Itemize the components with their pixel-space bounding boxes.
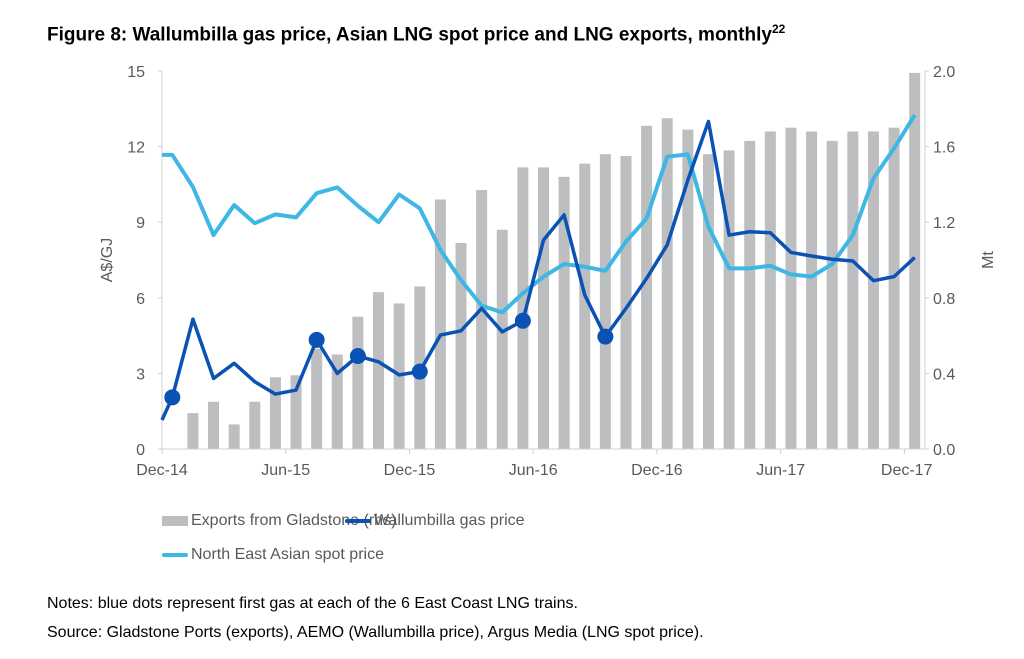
bar-exports-Nov-17 [888,127,900,449]
bar-exports-Jul-17 [806,131,818,450]
bar-exports-Oct-15 [373,292,385,449]
right-tick-label: 0.4 [933,366,955,383]
legend-swatch-exports [162,516,188,526]
bar-exports-Feb-16 [455,242,467,449]
left-tick-label: 3 [136,366,145,383]
right-tick-label: 1.6 [933,140,955,157]
right-tick-label: 2.0 [933,64,955,81]
legend-item-asian-spot: North East Asian spot price [162,546,384,564]
left-tick-label: 9 [136,215,145,232]
right-tick-label: 1.2 [933,215,955,232]
bar-exports-Jun-16 [538,167,549,449]
bar-exports-May-15 [269,377,281,449]
first-gas-dot-Dec-15 [411,363,428,380]
x-tick-label: Jun-16 [509,462,558,479]
first-gas-dot-May-16 [514,312,531,329]
left-axis-title: A$/GJ [99,238,116,282]
bar-exports-Jun-15 [290,375,302,449]
legend-label-wallumbilla: Wallumbilla gas price [374,512,525,529]
bar-exports-Feb-17 [702,154,714,449]
bar-exports-Aug-17 [826,140,838,449]
legend-label-exports: Exports from Gladstone (rhs) [191,512,397,529]
bar-exports-Jun-17 [785,127,797,449]
chart-title: Figure 8: Wallumbilla gas price, Asian L… [47,22,786,46]
source-text: Source: Gladstone Ports (exports), AEMO … [47,624,704,641]
bar-exports-Jul-15 [311,348,323,449]
bar-exports-Aug-16 [579,163,591,450]
bar-exports-Mar-17 [723,150,735,449]
right-tick-label: 0.8 [933,291,955,308]
first-gas-dot-Sep-16 [597,328,614,345]
bar-exports-May-16 [517,167,529,449]
bar-exports-Oct-17 [867,131,879,450]
legend-swatch-asian-spot [162,553,188,557]
chart: 0 3 6 9 12 15 0.0 0.4 0.8 1.2 1.6 2.0 Dec-14 Jun-15 De… [99,64,997,479]
bar-exports-Jul-16 [558,176,570,449]
bar-exports-Dec-17 [909,72,921,449]
line-wallumbilla [160,119,916,421]
legend-label-asian-spot: North East Asian spot price [191,546,384,563]
bar-exports-Nov-16 [641,125,653,449]
left-tick-label: 0 [136,442,145,459]
bar-exports-Oct-16 [620,156,632,450]
x-tick-label: Dec-15 [384,462,436,479]
bar-exports-Sep-16 [599,154,611,449]
right-tick-label: 0.0 [933,442,955,459]
bar-exports-Mar-16 [476,190,488,449]
bar-exports-Feb-15 [208,401,220,449]
x-tick-label: Jun-17 [756,462,805,479]
first-gas-dot-Jul-15 [308,331,325,348]
bar-exports-Jan-17 [682,129,694,449]
bar-exports-Mar-15 [228,424,240,449]
x-tick-label: Jun-15 [261,462,310,479]
bar-exports-Apr-17 [744,140,756,449]
left-tick-label: 15 [127,64,145,81]
bar-exports-Apr-15 [249,401,261,449]
bar-exports-Dec-16 [661,118,673,449]
bar-exports-Jan-15 [187,413,199,449]
x-tick-label: Dec-17 [881,462,933,479]
right-axis-title: Mt [980,251,997,269]
notes-text: Notes: blue dots represent first gas at … [47,595,578,612]
x-tick-label: Dec-16 [631,462,683,479]
bar-exports-Jan-16 [434,199,446,449]
left-tick-label: 6 [136,291,145,308]
bar-exports-Sep-15 [352,316,364,449]
first-gas-dot-Sep-15 [349,348,366,365]
bar-exports-May-17 [764,131,776,450]
first-gas-dot-Dec-14 [164,389,181,406]
x-tick-label: Dec-14 [136,462,188,479]
legend-item-exports: Exports from Gladstone (rhs) [162,512,396,530]
left-tick-label: 12 [127,140,145,157]
bar-exports-Aug-15 [331,354,343,449]
legend-item-wallumbilla: Wallumbilla gas price [345,512,525,530]
bar-exports-Sep-17 [847,131,859,450]
bar-exports-Apr-16 [496,229,508,449]
legend-swatch-wallumbilla [345,519,371,523]
